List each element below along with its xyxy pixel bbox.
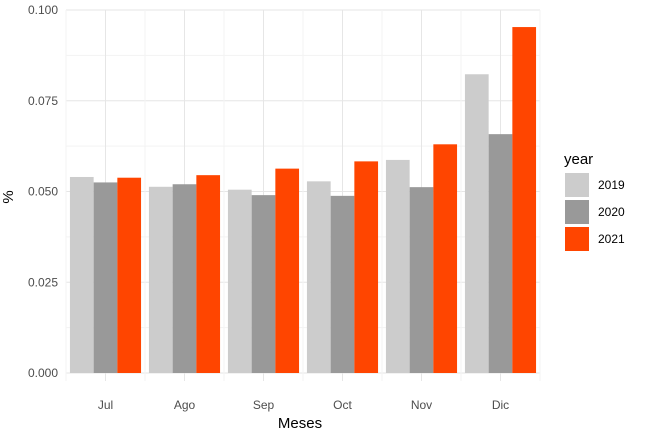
bar-jul-2020 (93, 182, 118, 373)
bar-sep-2020 (251, 195, 276, 373)
bars (69, 27, 537, 373)
x-tick-label: Dic (492, 398, 509, 412)
legend-key-2021 (565, 227, 589, 251)
bar-ago-2020 (172, 184, 197, 373)
legend-label-2019: 2019 (598, 178, 625, 192)
bar-dic-2019 (464, 74, 489, 373)
legend-title: year (564, 151, 593, 168)
bar-sep-2021 (275, 168, 300, 373)
legend-label-2021: 2021 (598, 232, 625, 246)
x-axis-title: Meses (278, 415, 322, 432)
bar-nov-2021 (433, 144, 458, 373)
bar-dic-2020 (488, 134, 513, 373)
bar-nov-2019 (385, 159, 410, 373)
y-tick-label: 0.025 (28, 275, 58, 289)
bar-ago-2021 (196, 175, 221, 373)
x-tick-label: Jul (98, 398, 113, 412)
bar-sep-2019 (227, 189, 252, 373)
y-tick-label: 0.050 (28, 185, 58, 199)
y-tick-label: 0.000 (28, 366, 58, 380)
x-tick-label: Nov (411, 398, 432, 412)
bar-ago-2019 (148, 186, 173, 373)
x-tick-label: Ago (174, 398, 196, 412)
bar-oct-2019 (306, 181, 331, 373)
y-axis-title: % (0, 190, 17, 203)
legend-label-2020: 2020 (598, 205, 625, 219)
legend-key-2020 (565, 200, 589, 224)
x-tick-label: Sep (253, 398, 275, 412)
bar-nov-2020 (409, 187, 434, 373)
x-tick-label: Oct (333, 398, 352, 412)
legend-key-2019 (565, 173, 589, 197)
legend: year 2019 2020 2021 (564, 151, 625, 251)
bar-dic-2021 (512, 27, 537, 373)
bar-oct-2021 (354, 161, 379, 373)
y-axis-ticks: 0.000 0.025 0.050 0.075 0.100 (28, 3, 58, 380)
bar-oct-2020 (330, 195, 355, 373)
y-tick-label: 0.100 (28, 3, 58, 17)
x-axis-ticks: Jul Ago Sep Oct Nov Dic (98, 398, 509, 412)
y-tick-label: 0.075 (28, 94, 58, 108)
bar-jul-2021 (117, 177, 142, 373)
bar-jul-2019 (69, 176, 94, 373)
